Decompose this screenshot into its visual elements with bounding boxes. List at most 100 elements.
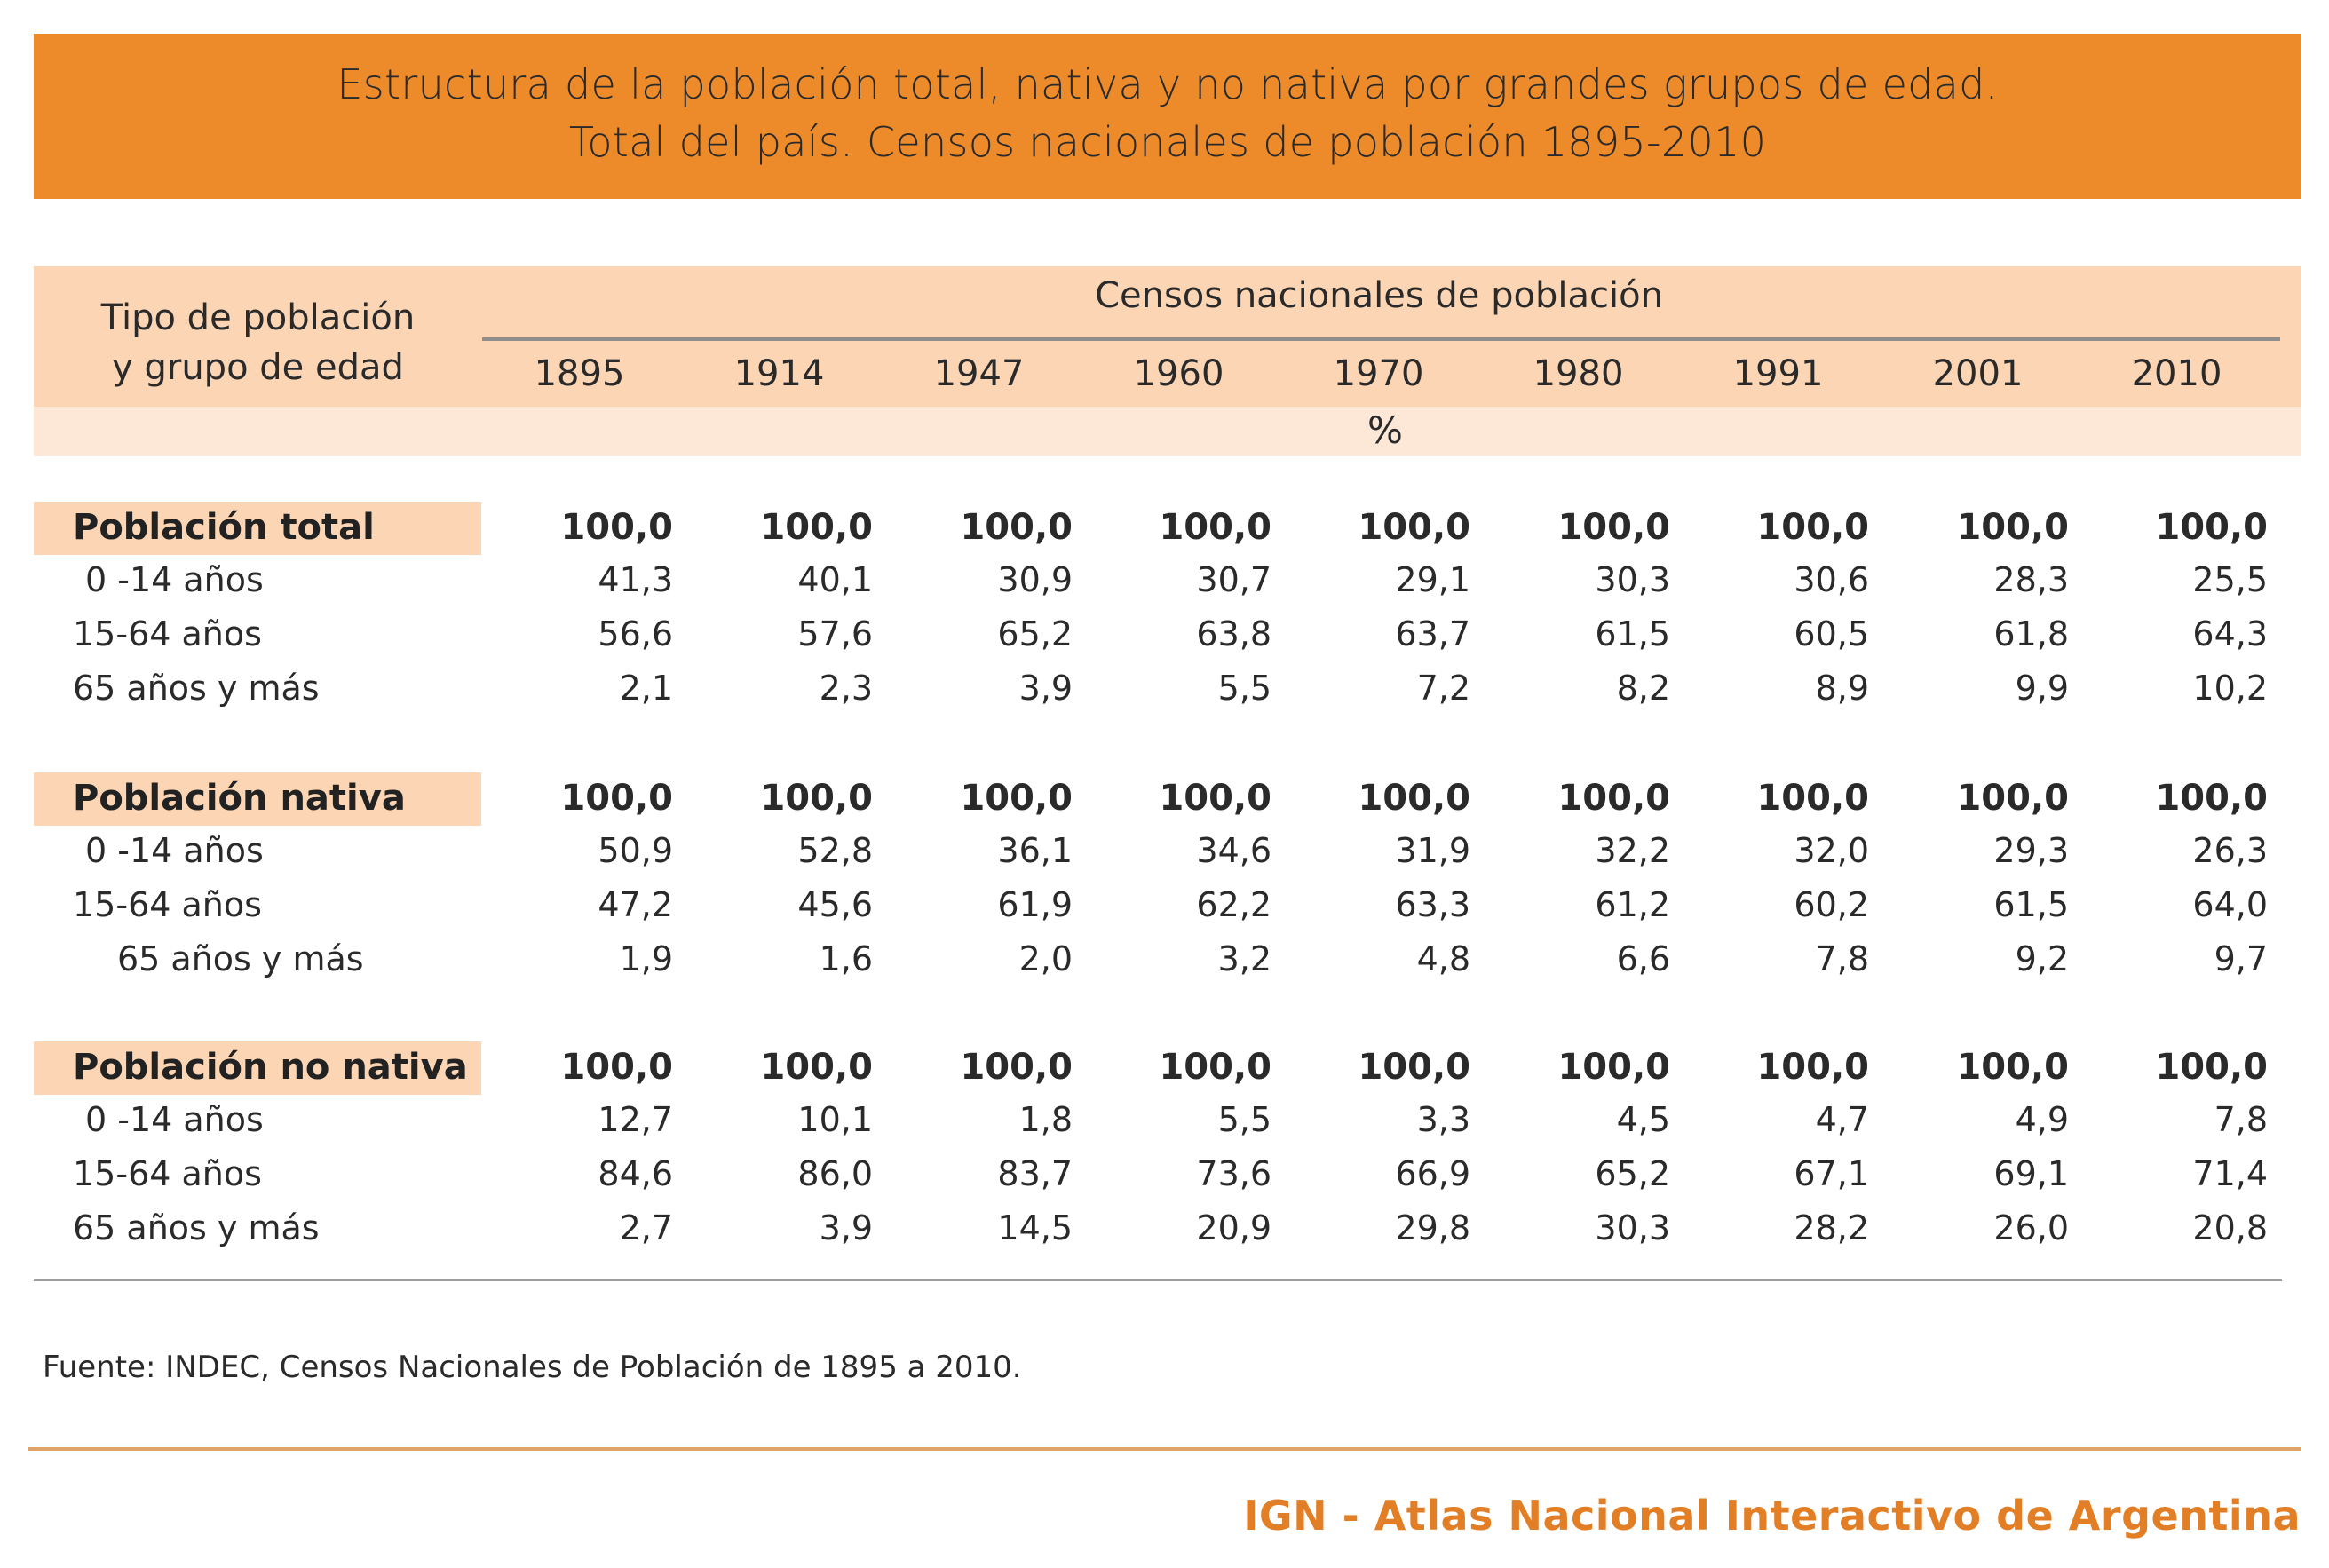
table-cell: 63,8 bbox=[1196, 614, 1271, 653]
total-cell: 100,0 bbox=[2155, 1047, 2268, 1088]
total-cell: 100,0 bbox=[760, 778, 873, 819]
age-group-label: 0 -14 años bbox=[85, 1100, 264, 1139]
table-cell: 28,3 bbox=[1993, 560, 2069, 599]
table-cell: 7,2 bbox=[1416, 669, 1470, 708]
table-cell: 29,1 bbox=[1395, 560, 1470, 599]
total-cell: 100,0 bbox=[760, 507, 873, 548]
total-cell: 100,0 bbox=[1557, 507, 1670, 548]
total-cell: 100,0 bbox=[1956, 778, 2069, 819]
table-cell: 4,5 bbox=[1616, 1100, 1670, 1139]
total-cell: 100,0 bbox=[560, 1047, 673, 1088]
table-cell: 1,9 bbox=[619, 939, 673, 978]
table-cell: 20,9 bbox=[1196, 1208, 1271, 1247]
unit-band bbox=[34, 407, 2301, 456]
unit-label: % bbox=[1367, 408, 1403, 452]
year-header: 1991 bbox=[1732, 353, 1824, 394]
table-cell: 6,6 bbox=[1616, 939, 1670, 978]
table-bottom-rule bbox=[34, 1279, 2282, 1281]
table-cell: 65,2 bbox=[997, 614, 1073, 653]
table-cell: 28,2 bbox=[1794, 1208, 1869, 1247]
year-header: 1914 bbox=[733, 353, 825, 394]
table-cell: 64,3 bbox=[2192, 614, 2268, 653]
table-cell: 2,3 bbox=[819, 669, 873, 708]
total-cell: 100,0 bbox=[1159, 1047, 1271, 1088]
age-group-label: 65 años y más bbox=[73, 669, 320, 708]
table-header-band bbox=[34, 266, 2301, 407]
table-cell: 65,2 bbox=[1595, 1154, 1670, 1193]
header-divider bbox=[482, 337, 2280, 341]
age-group-label: 65 años y más bbox=[73, 1208, 320, 1247]
table-cell: 20,8 bbox=[2192, 1208, 2268, 1247]
table-cell: 69,1 bbox=[1993, 1154, 2069, 1193]
total-cell: 100,0 bbox=[1956, 1047, 2069, 1088]
table-cell: 61,5 bbox=[1993, 885, 2069, 924]
total-cell: 100,0 bbox=[2155, 778, 2268, 819]
table-cell: 9,9 bbox=[2015, 669, 2069, 708]
age-group-label: 65 años y más bbox=[117, 939, 364, 978]
age-group-label: 15-64 años bbox=[73, 1154, 262, 1193]
row-header-line-2: y grupo de edad bbox=[112, 347, 404, 388]
table-cell: 26,0 bbox=[1993, 1208, 2069, 1247]
age-group-label: 0 -14 años bbox=[85, 560, 264, 599]
source-note: Fuente: INDEC, Censos Nacionales de Pobl… bbox=[43, 1350, 1022, 1385]
table-cell: 67,1 bbox=[1794, 1154, 1869, 1193]
table-cell: 63,7 bbox=[1395, 614, 1470, 653]
table-cell: 25,5 bbox=[2192, 560, 2268, 599]
total-cell: 100,0 bbox=[960, 778, 1073, 819]
table-cell: 60,5 bbox=[1794, 614, 1869, 653]
table-cell: 45,6 bbox=[797, 885, 873, 924]
total-cell: 100,0 bbox=[1358, 1047, 1470, 1088]
table-cell: 4,7 bbox=[1815, 1100, 1869, 1139]
year-header: 1970 bbox=[1333, 353, 1424, 394]
table-cell: 10,1 bbox=[797, 1100, 873, 1139]
table-cell: 84,6 bbox=[598, 1154, 673, 1193]
table-cell: 66,9 bbox=[1395, 1154, 1470, 1193]
table-cell: 63,3 bbox=[1395, 885, 1470, 924]
table-cell: 3,9 bbox=[819, 1208, 873, 1247]
table-cell: 30,9 bbox=[997, 560, 1073, 599]
section-label: Población nativa bbox=[73, 778, 406, 819]
table-cell: 5,5 bbox=[1217, 1100, 1271, 1139]
title-line-2: Total del país. Censos nacionales de pob… bbox=[568, 118, 1767, 166]
table-cell: 2,1 bbox=[619, 669, 673, 708]
footer-credit: IGN - Atlas Nacional Interactivo de Arge… bbox=[1243, 1492, 2301, 1540]
table-cell: 12,7 bbox=[598, 1100, 673, 1139]
table-cell: 61,8 bbox=[1993, 614, 2069, 653]
total-cell: 100,0 bbox=[2155, 507, 2268, 548]
total-cell: 100,0 bbox=[1756, 778, 1869, 819]
age-group-label: 0 -14 años bbox=[85, 831, 264, 870]
table-cell: 32,0 bbox=[1794, 831, 1869, 870]
title-line-1: Estructura de la población total, nativa… bbox=[337, 60, 1999, 108]
table-cell: 3,2 bbox=[1217, 939, 1271, 978]
section-label: Población no nativa bbox=[73, 1047, 468, 1088]
total-cell: 100,0 bbox=[760, 1047, 873, 1088]
table-cell: 56,6 bbox=[598, 614, 673, 653]
table-cell: 30,7 bbox=[1196, 560, 1271, 599]
table-cell: 30,6 bbox=[1794, 560, 1869, 599]
total-cell: 100,0 bbox=[560, 507, 673, 548]
table-cell: 31,9 bbox=[1395, 831, 1470, 870]
table-cell: 3,9 bbox=[1018, 669, 1073, 708]
table-cell: 57,6 bbox=[797, 614, 873, 653]
section-label-band bbox=[34, 772, 481, 826]
age-group-label: 15-64 años bbox=[73, 885, 262, 924]
table-cell: 5,5 bbox=[1217, 669, 1271, 708]
table-cell: 4,9 bbox=[2015, 1100, 2069, 1139]
total-cell: 100,0 bbox=[960, 1047, 1073, 1088]
table-cell: 14,5 bbox=[997, 1208, 1073, 1247]
total-cell: 100,0 bbox=[1159, 778, 1271, 819]
total-cell: 100,0 bbox=[560, 778, 673, 819]
total-cell: 100,0 bbox=[1756, 507, 1869, 548]
column-group-label: Censos nacionales de población bbox=[1095, 275, 1663, 316]
total-cell: 100,0 bbox=[1557, 778, 1670, 819]
table-cell: 30,3 bbox=[1595, 1208, 1670, 1247]
footer-divider bbox=[28, 1447, 2301, 1451]
table-cell: 10,2 bbox=[2192, 669, 2268, 708]
table-cell: 4,8 bbox=[1416, 939, 1470, 978]
table-cell: 9,7 bbox=[2214, 939, 2268, 978]
table-cell: 8,9 bbox=[1815, 669, 1869, 708]
table-cell: 1,6 bbox=[819, 939, 873, 978]
year-header: 2010 bbox=[2131, 353, 2222, 394]
total-cell: 100,0 bbox=[1756, 1047, 1869, 1088]
table-cell: 2,0 bbox=[1018, 939, 1073, 978]
